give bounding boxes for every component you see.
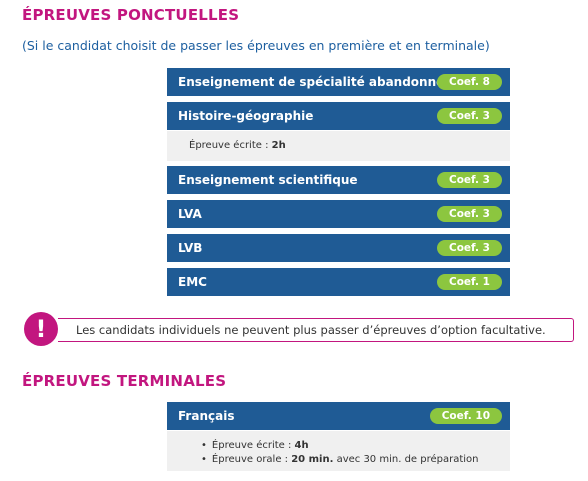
detail-value: 4h: [294, 440, 309, 451]
subject-name: Histoire-géographie: [178, 109, 314, 123]
detail-value: 2h: [271, 140, 286, 151]
subject-bar: Histoire-géographie Coef. 3: [167, 102, 510, 130]
coef-badge: Coef. 3: [437, 206, 502, 222]
section-title: ÉPREUVES TERMINALES: [22, 372, 227, 390]
coef-badge: Coef. 3: [437, 108, 502, 124]
coef-badge: Coef. 3: [437, 240, 502, 256]
coef-badge: Coef. 8: [437, 74, 502, 90]
detail-label: Épreuve écrite :: [189, 140, 272, 151]
warning-icon: !: [24, 312, 58, 346]
section-subtitle: (Si le candidat choisit de passer les ép…: [22, 38, 490, 53]
detail-suffix: avec 30 min. de préparation: [333, 454, 479, 465]
detail-line: Épreuve écrite : 2h: [189, 139, 510, 153]
details: Épreuve écrite : 4hÉpreuve orale : 20 mi…: [167, 431, 510, 471]
subject-bar: LVA Coef. 3: [167, 200, 510, 228]
detail-value: 20 min.: [291, 454, 334, 465]
subject-name: EMC: [178, 275, 207, 289]
subject-bar: Français Coef. 10: [167, 402, 510, 430]
detail-line: Épreuve orale : 20 min. avec 30 min. de …: [201, 453, 510, 467]
subject-name: Enseignement de spécialité abandonnée: [178, 75, 453, 89]
detail-line: Épreuve écrite : 4h: [201, 439, 510, 453]
detail-label: Épreuve orale :: [211, 454, 292, 465]
subject-name: LVB: [178, 241, 203, 255]
coef-badge: Coef. 10: [429, 408, 502, 424]
subject-bar: Enseignement scientifique Coef. 3: [167, 166, 510, 194]
coef-badge: Coef. 1: [437, 274, 502, 290]
subject-bar: Enseignement de spécialité abandonnée Coe…: [167, 68, 510, 96]
subject-name: Français: [178, 409, 235, 423]
detail-label: Épreuve écrite :: [211, 440, 295, 451]
warning-box: Les candidats individuels ne peuvent plu…: [58, 318, 574, 342]
coef-badge: Coef. 3: [437, 172, 502, 188]
subject-name: Enseignement scientifique: [178, 173, 358, 187]
subject-name: LVA: [178, 207, 202, 221]
subject-bar: LVB Coef. 3: [167, 234, 510, 262]
subject-bar: EMC Coef. 1: [167, 268, 510, 296]
details: Épreuve écrite : 2h: [167, 131, 510, 161]
section-title: ÉPREUVES PONCTUELLES: [22, 6, 240, 24]
